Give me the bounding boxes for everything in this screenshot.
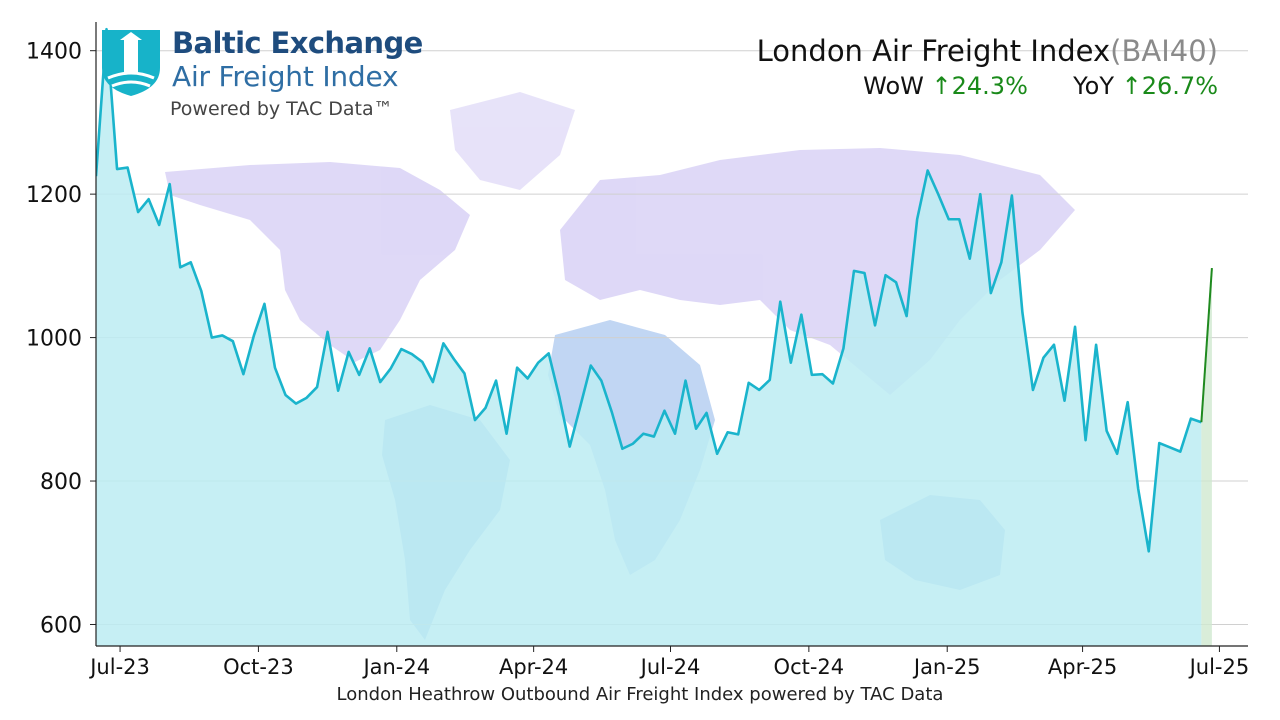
x-tick-label: Apr-25 [1048, 655, 1117, 679]
x-tick-label: Oct-24 [774, 655, 845, 679]
x-tick-label: Jul-23 [88, 655, 150, 679]
y-tick-label: 800 [40, 470, 82, 495]
wow-value: ↑24.3% [931, 72, 1028, 100]
yoy-label: YoY [1073, 72, 1114, 100]
index-code: (BAI40) [1110, 34, 1218, 68]
logo: Baltic Exchange Air Freight Index Powere… [98, 26, 428, 126]
chart-title: London Air Freight Index(BAI40) [757, 34, 1218, 68]
north-america-shape [165, 162, 470, 362]
x-tick-label: Jul-25 [1188, 655, 1250, 679]
latest-week-fill [1201, 268, 1212, 646]
logo-powered-by: Powered by TAC Data™ [170, 98, 393, 120]
y-tick-label: 1200 [26, 183, 82, 208]
x-tick-label: Oct-23 [223, 655, 294, 679]
latest-week-line [1200, 267, 1213, 423]
title-text: London Air Freight Index [756, 34, 1111, 68]
chart-footer: London Heathrow Outbound Air Freight Ind… [336, 684, 944, 705]
change-stats: WoW ↑24.3% YoY ↑26.7% [863, 72, 1218, 100]
logo-brand: Baltic Exchange [172, 26, 423, 60]
x-tick-label: Apr-24 [499, 655, 568, 679]
x-tick-label: Jul-24 [639, 655, 701, 679]
greenland-shape [450, 92, 575, 190]
y-tick-label: 1000 [26, 327, 82, 352]
logo-subtitle: Air Freight Index [172, 60, 399, 93]
series-line [96, 27, 1202, 553]
y-tick-label: 1400 [26, 40, 82, 65]
wow-label: WoW [863, 72, 924, 100]
x-tick-label: Jan-25 [912, 655, 981, 679]
x-tick-label: Jan-24 [361, 655, 430, 679]
yoy-value: ↑26.7% [1121, 72, 1218, 100]
lighthouse-shield-icon [102, 30, 160, 96]
y-tick-label: 600 [40, 613, 82, 638]
